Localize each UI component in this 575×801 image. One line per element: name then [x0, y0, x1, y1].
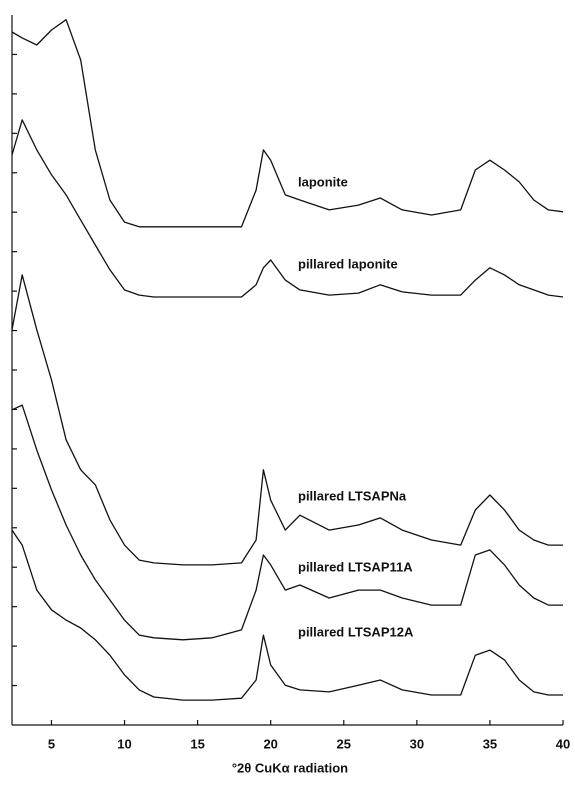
x-tick-label: 15 [190, 736, 204, 751]
curve-label: pillared LTSAP12A [298, 624, 414, 639]
xrd-curve [11, 274, 563, 566]
xrd-curve [11, 19, 564, 228]
curve-label: laponite [298, 174, 348, 189]
x-tick-label: 25 [337, 736, 351, 751]
curve-label: pillared LTSAPNa [298, 488, 407, 503]
xrd-curve [11, 404, 563, 641]
x-tick-label: 30 [410, 736, 424, 751]
x-tick-label: 5 [48, 736, 55, 751]
xrd-curve [11, 529, 563, 701]
curve-label: pillared laponite [298, 256, 398, 271]
x-tick-label: 35 [483, 736, 497, 751]
x-tick-label: 40 [556, 736, 570, 751]
x-axis-label: °2θ CuKα radiation [232, 760, 348, 775]
xrd-curve [11, 119, 564, 298]
curve-label: pillared LTSAP11A [298, 559, 413, 574]
x-tick-label: 20 [263, 736, 277, 751]
x-tick-label: 10 [117, 736, 131, 751]
